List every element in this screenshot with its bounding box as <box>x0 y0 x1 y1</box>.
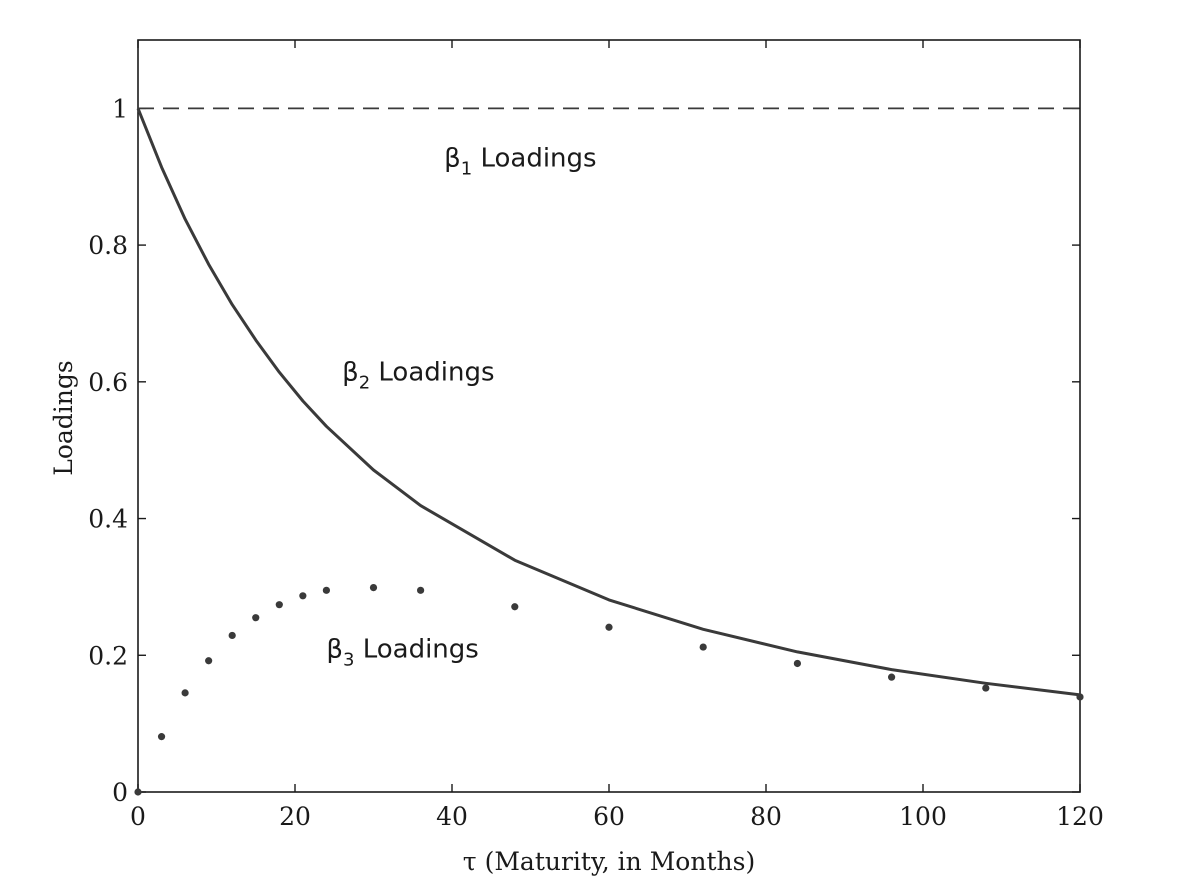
series-b3-point <box>299 592 307 600</box>
series-label-subscript: 2 <box>359 372 370 393</box>
series-b3-label: β3 Loadings <box>326 634 478 670</box>
series-b3-point <box>888 673 896 681</box>
series-label-symbol: β <box>326 634 343 664</box>
x-tick-label: 120 <box>1056 802 1104 831</box>
series-label-subscript: 3 <box>343 649 354 670</box>
y-tick-label: 1 <box>112 94 128 123</box>
series-b3-point <box>982 684 990 692</box>
series-b3-point <box>793 659 802 668</box>
series-b3-point <box>157 733 166 741</box>
plot-frame <box>137 39 1081 793</box>
axis-ticks: 0 20 40 60 80 100 120 0 0.2 0.4 0.6 0.8 1 <box>88 40 1104 831</box>
series-b3-point <box>1076 693 1084 701</box>
series-b3-point <box>205 657 213 665</box>
y-axis-title: Loadings <box>49 360 78 476</box>
x-tick-label: 40 <box>436 802 468 831</box>
series-b3-point <box>605 623 613 631</box>
y-tick-label: 0.8 <box>88 231 128 260</box>
series-b3-point <box>322 586 330 594</box>
series-b3-point <box>369 583 378 592</box>
series-b3-point <box>511 603 519 611</box>
series-label-text: Loadings <box>370 357 494 387</box>
series-b3-point <box>699 643 707 651</box>
series-label-subscript: 1 <box>461 158 472 179</box>
series-b3-point <box>252 614 260 622</box>
series-label-symbol: β <box>444 143 461 173</box>
series-b3-point <box>417 586 425 594</box>
series-b1-label: β1 Loadings <box>444 143 596 179</box>
y-tick-label: 0.4 <box>88 505 128 534</box>
series-b3-point <box>228 631 236 640</box>
x-tick-label: 60 <box>593 802 625 831</box>
series-label-text: Loadings <box>354 634 478 664</box>
series-b3-point <box>275 601 283 609</box>
series-b2-label: β2 Loadings <box>342 357 494 393</box>
x-axis-title: τ (Maturity, in Months) <box>463 847 755 876</box>
x-tick-label: 100 <box>899 802 947 831</box>
series-layer <box>134 107 1084 796</box>
y-tick-label: 0.6 <box>88 368 128 397</box>
y-tick-label: 0 <box>112 778 128 807</box>
series-b3-points <box>134 583 1084 796</box>
series-b2-line <box>136 107 1081 697</box>
series-label-text: Loadings <box>472 143 596 173</box>
x-tick-label: 20 <box>279 802 311 831</box>
series-b3-point <box>181 689 189 697</box>
series-label-symbol: β <box>342 357 359 387</box>
x-tick-label: 80 <box>750 802 782 831</box>
x-tick-label: 0 <box>130 802 146 831</box>
series-b3-point <box>134 788 142 796</box>
y-tick-label: 0.2 <box>88 641 128 670</box>
